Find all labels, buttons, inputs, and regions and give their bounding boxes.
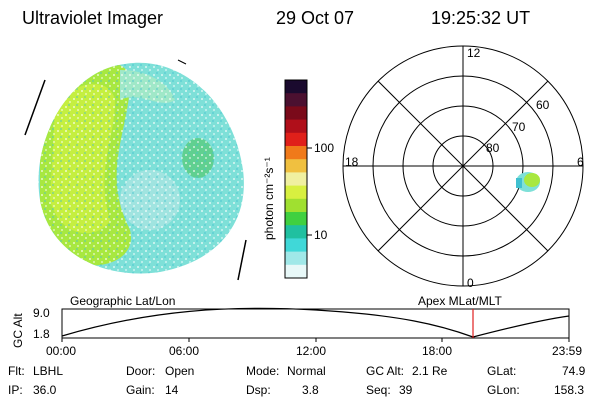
date-readout: 29 Oct 07	[276, 8, 355, 28]
colorbar-tick-100: 100	[314, 141, 335, 155]
colorbar-cell	[285, 198, 307, 213]
x-tick-0000: 00:00	[46, 344, 77, 358]
mode-key: Mode:	[246, 364, 280, 378]
colorbar-cell	[285, 238, 307, 253]
colorbar-cell	[285, 93, 307, 107]
y-tick-9: 9.0	[33, 306, 50, 320]
colorbar-cell	[285, 106, 307, 121]
colorbar-cell	[285, 132, 307, 147]
color-bar	[284, 79, 312, 279]
gcalt-key: GC Alt:	[366, 364, 405, 378]
app-title: Ultraviolet Imager	[22, 8, 164, 28]
altitude-plot	[61, 307, 570, 342]
geographic-title: Geographic Lat/Lon	[70, 294, 176, 308]
mlt-label-0: 0	[467, 276, 474, 290]
flt-value: LBHL	[33, 364, 64, 378]
ip-key: IP:	[8, 383, 23, 397]
glat-value: 74.9	[562, 364, 586, 378]
ip-value: 36.0	[33, 383, 57, 397]
glat-key: GLat:	[487, 364, 517, 378]
colorbar-cell	[285, 212, 307, 226]
x-tick-1800: 18:00	[422, 344, 453, 358]
x-tick-0600: 06:00	[169, 344, 200, 358]
gcalt-value: 2.1 Re	[412, 364, 448, 378]
mlt-label-18: 18	[345, 155, 359, 169]
door-value: Open	[165, 364, 195, 378]
x-tick-2359: 23:59	[552, 344, 583, 358]
seq-value: 39	[399, 383, 413, 397]
x-tick-1200: 12:00	[296, 344, 327, 358]
y-tick-1-8: 1.8	[33, 327, 50, 341]
colorbar-cell	[285, 225, 307, 239]
uv-image	[24, 59, 247, 281]
seq-key: Seq:	[366, 383, 391, 397]
lat-label-80: 80	[486, 141, 500, 155]
door-key: Door:	[126, 364, 156, 378]
colorbar-cell	[285, 146, 307, 160]
time-readout: 19:25:32 UT	[431, 8, 531, 28]
apex-title: Apex MLat/MLT	[418, 294, 502, 308]
mlt-label-6: 6	[577, 155, 584, 169]
colorbar-cell	[285, 159, 307, 173]
lat-label-60: 60	[536, 98, 550, 112]
colorbar-unit-label: photon cm⁻²s⁻¹	[262, 157, 276, 240]
mlt-label-12: 12	[467, 46, 481, 60]
gc-alt-axis-label: GC Alt	[11, 313, 25, 348]
lat-label-70: 70	[512, 120, 526, 134]
glon-value: 158.3	[554, 383, 585, 397]
auroral-spot	[516, 172, 540, 192]
gain-value: 14	[165, 383, 179, 397]
colorbar-cell	[285, 264, 307, 279]
colorbar-cell	[285, 172, 307, 187]
gain-key: Gain:	[126, 383, 155, 397]
colorbar-cell	[285, 119, 307, 134]
mode-value: Normal	[287, 364, 326, 378]
glon-key: GLon:	[487, 383, 520, 397]
dsp-key: Dsp:	[246, 383, 271, 397]
colorbar-cell	[285, 80, 307, 94]
flt-key: Flt:	[8, 364, 25, 378]
polar-grid	[342, 45, 584, 287]
colorbar-tick-10: 10	[314, 228, 328, 242]
dsp-value: 3.8	[302, 383, 319, 397]
colorbar-cell	[285, 185, 307, 200]
colorbar-cell	[285, 251, 307, 266]
